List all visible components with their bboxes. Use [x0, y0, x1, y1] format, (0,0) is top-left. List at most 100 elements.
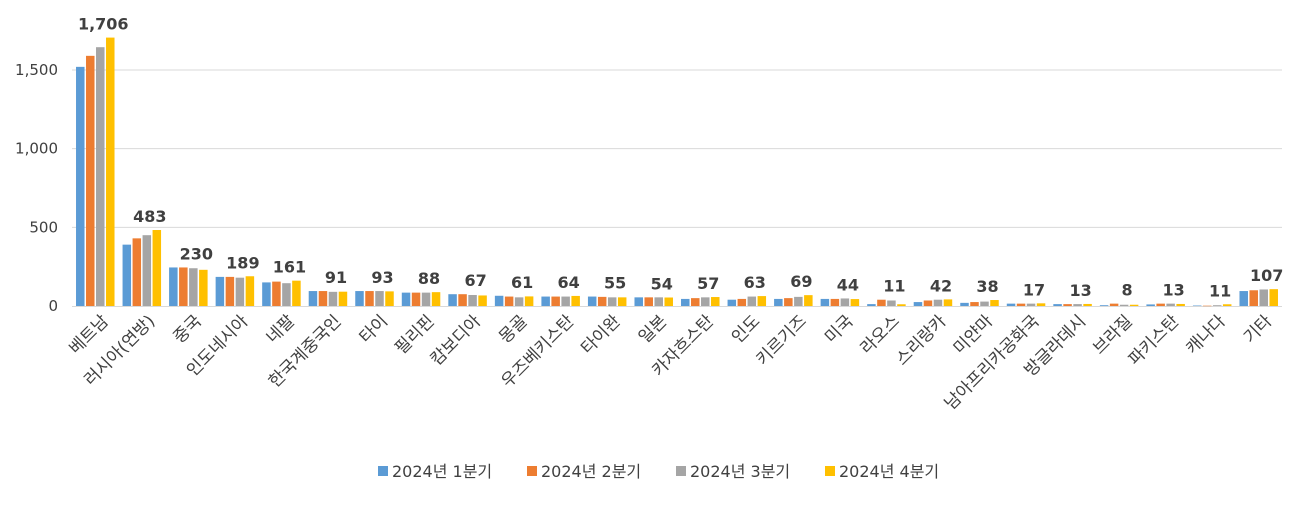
bar-q2	[365, 291, 374, 306]
x-tick-label: 중국	[170, 311, 206, 347]
data-label: 57	[697, 274, 719, 293]
x-tick-label: 일본	[635, 311, 671, 347]
bar-q3	[328, 291, 338, 306]
bar-q2	[830, 298, 840, 306]
data-label: 161	[273, 258, 306, 277]
bar-q2	[923, 300, 933, 306]
x-tick-label: 타이	[356, 311, 392, 347]
bar-q1	[262, 282, 271, 306]
data-label: 8	[1122, 281, 1133, 300]
bar-q4	[1176, 303, 1185, 306]
bar-q1	[169, 267, 178, 306]
y-tick-label: 500	[29, 218, 58, 236]
bar-q4	[1222, 304, 1232, 306]
data-label: 1,706	[78, 15, 129, 34]
legend-label: 2024년 1분기	[392, 462, 492, 481]
bar-q2	[1249, 290, 1258, 306]
legend-swatch-q3	[676, 466, 686, 476]
bar-q1	[1239, 291, 1248, 306]
bar-q3	[887, 300, 896, 306]
bar-q4	[757, 296, 767, 306]
bar-q3	[840, 298, 850, 306]
data-label: 13	[1069, 281, 1091, 300]
bar-q2	[551, 296, 560, 306]
bar-q4	[292, 280, 301, 306]
bar-q3	[235, 277, 245, 306]
x-tick-label: 네팔	[263, 311, 300, 348]
x-tick-label: 키르기즈	[753, 311, 811, 369]
bar-q4	[664, 297, 673, 306]
bar-q2	[132, 238, 142, 306]
legend-swatch-q1	[378, 466, 388, 476]
data-label: 55	[604, 274, 626, 293]
bar-q4	[338, 291, 348, 306]
bar-q4	[478, 295, 487, 306]
data-label: 91	[325, 268, 347, 287]
data-label: 13	[1163, 281, 1185, 300]
data-label: 11	[1209, 281, 1231, 300]
data-labels: 1,706 483 230 189 161 91 93 88 67 61 64 55 54 57 63 69 4…	[78, 15, 1283, 301]
y-axis: 0 500 1,000 1,500	[15, 61, 58, 315]
bar-q2	[272, 281, 281, 306]
bars	[76, 37, 1278, 307]
data-label: 64	[558, 273, 580, 292]
bar-q4	[1083, 303, 1092, 306]
bar-q4	[385, 291, 394, 306]
bar-q3	[654, 297, 663, 306]
bar-q1	[355, 291, 364, 306]
bar-q4	[1036, 303, 1046, 306]
bar-q2	[458, 294, 467, 306]
bar-q3	[1119, 304, 1129, 306]
bar-q2	[1016, 303, 1026, 306]
bar-q2	[1109, 303, 1119, 306]
bar-q1	[308, 291, 318, 306]
bar-q3	[561, 296, 570, 306]
bar-q2	[225, 276, 235, 306]
bar-q4	[804, 295, 813, 306]
bar-q4	[199, 269, 208, 306]
bar-q2	[1156, 303, 1165, 306]
bar-q2	[784, 298, 793, 306]
bar-q1	[76, 66, 85, 306]
bar-q1	[494, 295, 504, 306]
bar-q1	[1006, 303, 1016, 306]
bar-q1	[215, 276, 225, 306]
bar-q3	[468, 294, 477, 306]
bar-q4	[152, 230, 162, 306]
bar-q2	[318, 291, 328, 306]
y-tick-label: 1,500	[15, 61, 58, 79]
data-label: 67	[464, 271, 486, 290]
data-label: 11	[883, 277, 905, 296]
bar-q4	[524, 296, 534, 306]
bar-q3	[1259, 289, 1268, 306]
legend-label: 2024년 3분기	[690, 462, 790, 481]
bar-q4	[617, 297, 627, 306]
x-tick-label: 몽골	[495, 311, 531, 347]
bar-q2	[86, 55, 95, 307]
bar-q1	[913, 302, 923, 306]
bar-q4	[571, 295, 580, 306]
bar-q1	[122, 244, 132, 306]
bar-q4	[711, 297, 720, 306]
bar-q3	[701, 297, 710, 306]
bar-q2	[644, 297, 653, 306]
x-tick-label: 캐나다	[1182, 311, 1230, 359]
bar-q2	[691, 298, 700, 306]
bar-q1	[960, 302, 969, 306]
bar-q1	[1099, 305, 1109, 306]
bar-q3	[747, 296, 757, 306]
bar-q3	[1212, 305, 1222, 306]
bar-q4	[1269, 289, 1278, 306]
bar-q1	[634, 297, 643, 306]
legend-label: 2024년 4분기	[839, 462, 939, 481]
bar-q2	[1202, 305, 1212, 307]
x-tick-label: 타이완	[577, 311, 624, 358]
data-label: 107	[1250, 266, 1283, 285]
x-tick-label: 인도	[728, 311, 764, 347]
bar-q3	[1073, 304, 1082, 306]
bar-q2	[179, 267, 188, 306]
y-tick-label: 1,000	[15, 140, 58, 158]
bar-q1	[867, 304, 876, 306]
bar-q1	[541, 296, 550, 306]
